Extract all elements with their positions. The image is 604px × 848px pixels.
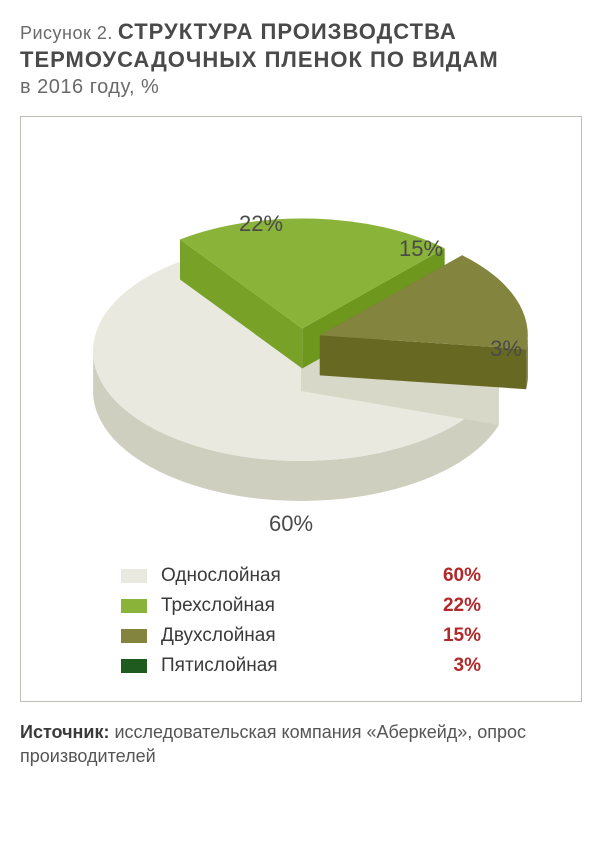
legend-label: Пятислойная	[161, 655, 421, 677]
slice-label: 15%	[399, 236, 443, 261]
figure-subline: в 2016 году, %	[20, 75, 584, 100]
legend-swatch	[121, 599, 147, 613]
chart-container: 22%15%3%60% Однослойная60%Трехслойная22%…	[20, 116, 582, 702]
legend-row: Пятислойная3%	[121, 651, 481, 681]
legend: Однослойная60%Трехслойная22%Двухслойная1…	[121, 561, 481, 681]
legend-value: 3%	[421, 655, 481, 677]
slice-label: 22%	[239, 211, 283, 236]
slice-label: 60%	[269, 511, 313, 536]
legend-label: Двухслойная	[161, 625, 421, 647]
legend-row: Однослойная60%	[121, 561, 481, 591]
source-line: Источник: исследовательская компания «Аб…	[20, 720, 580, 769]
legend-value: 22%	[421, 595, 481, 617]
source-label: Источник:	[20, 722, 109, 742]
figure-prefix: Рисунок 2.	[20, 23, 113, 43]
legend-swatch	[121, 569, 147, 583]
legend-value: 60%	[421, 565, 481, 587]
legend-value: 15%	[421, 625, 481, 647]
figure-heading: Рисунок 2. СТРУКТУРА ПРОИЗВОДСТВА ТЕРМОУ…	[20, 18, 584, 100]
legend-swatch	[121, 629, 147, 643]
legend-swatch	[121, 659, 147, 673]
slice-label: 3%	[490, 336, 522, 361]
pie-chart: 22% 15% 3% 60%	[21, 131, 581, 551]
legend-label: Однослойная	[161, 565, 421, 587]
legend-row: Двухслойная15%	[121, 621, 481, 651]
legend-row: Трехслойная22%	[121, 591, 481, 621]
legend-label: Трехслойная	[161, 595, 421, 617]
